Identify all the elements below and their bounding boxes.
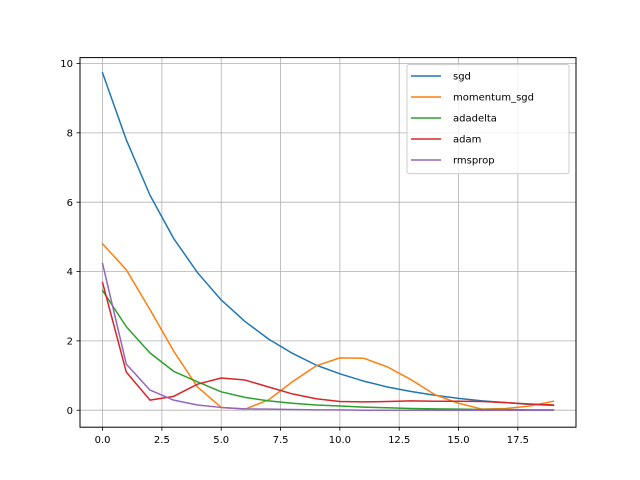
x-tick-label: 15.0 bbox=[447, 435, 469, 446]
y-tick-label: 8 bbox=[67, 128, 73, 139]
x-tick-label: 10.0 bbox=[329, 435, 351, 446]
y-axis-ticks: 0 2 4 6 8 10 bbox=[60, 59, 80, 417]
series-line-rmsprop bbox=[101, 262, 555, 411]
series-line-sgd bbox=[101, 71, 555, 407]
x-tick-label: 17.5 bbox=[507, 435, 529, 446]
series-line-momentum-sgd bbox=[101, 242, 555, 410]
legend-label: adadelta bbox=[453, 114, 497, 125]
axes-frame bbox=[79, 57, 577, 428]
y-tick-label: 0 bbox=[67, 406, 73, 417]
series-line-adam bbox=[101, 281, 555, 406]
y-tick-label: 6 bbox=[67, 198, 73, 209]
legend-label: momentum_sgd bbox=[453, 93, 534, 104]
x-tick-label: 2.5 bbox=[154, 435, 170, 446]
legend-box bbox=[406, 64, 570, 175]
legend-label: adam bbox=[453, 135, 481, 146]
legend-label: rmsprop bbox=[453, 156, 495, 167]
y-tick-label: 4 bbox=[67, 267, 73, 278]
legend-label: sgd bbox=[453, 72, 471, 83]
y-tick-label: 2 bbox=[67, 336, 73, 347]
x-tick-label: 0.0 bbox=[95, 435, 111, 446]
legend: sgd momentum_sgd adadelta adam rmsprop bbox=[406, 64, 570, 175]
x-tick-label: 12.5 bbox=[388, 435, 410, 446]
data-series bbox=[101, 71, 555, 411]
x-tick-label: 5.0 bbox=[213, 435, 229, 446]
x-tick-label: 7.5 bbox=[273, 435, 289, 446]
x-axis-ticks: 0.0 2.5 5.0 7.5 10.0 12.5 15.0 17.5 bbox=[95, 427, 529, 446]
y-tick-label: 10 bbox=[60, 59, 73, 70]
